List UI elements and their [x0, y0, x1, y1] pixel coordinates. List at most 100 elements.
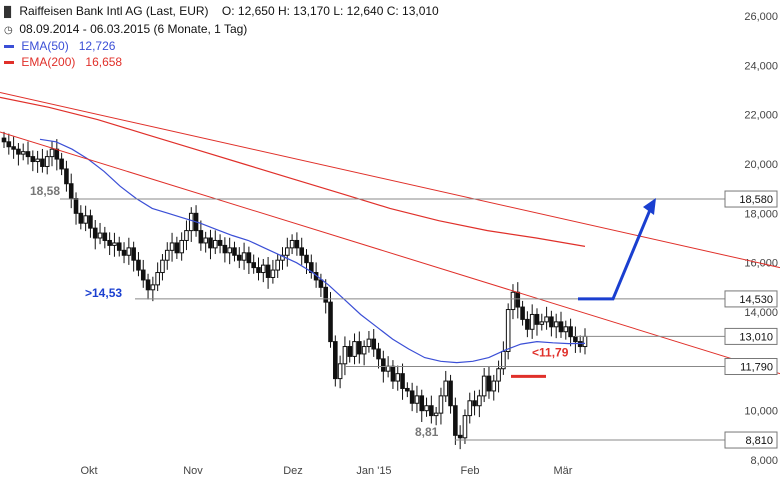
- candle-body: [227, 247, 232, 254]
- candle-body: [366, 338, 372, 348]
- candle-body: [260, 264, 266, 274]
- candle-body: [140, 269, 146, 281]
- level-box: [724, 327, 778, 345]
- candle-body: [357, 341, 362, 355]
- candle-body: [222, 244, 228, 254]
- level-box: [724, 431, 778, 449]
- candle-body: [409, 390, 415, 404]
- y-tick-label: 26,000: [744, 11, 778, 23]
- candle-body: [83, 215, 88, 224]
- date-range-row: ◷ 08.09.2014 - 06.03.2015 (6 Monate, 1 T…: [4, 22, 247, 36]
- candle-body: [323, 286, 329, 303]
- candle-body: [179, 239, 184, 254]
- level-annotation: 8,81: [415, 425, 439, 439]
- candle-body: [371, 338, 377, 350]
- candle-body: [1, 137, 7, 143]
- candle-body: [102, 232, 108, 241]
- candle-body: [457, 434, 463, 439]
- candle-body: [318, 279, 324, 288]
- candle-body: [352, 341, 357, 357]
- candle-body: [525, 318, 530, 330]
- candle-body: [400, 373, 405, 389]
- candle-body: [136, 259, 141, 271]
- trendline-lower: [0, 131, 780, 375]
- candle-body: [558, 321, 564, 333]
- candle-body: [92, 227, 98, 239]
- chart-title: Raiffeisen Bank Intl AG (Last, EUR): [19, 4, 209, 18]
- candle-body: [64, 168, 69, 185]
- ema200-legend: EMA(200) 16,658: [4, 55, 122, 69]
- x-tick-label: Mär: [554, 465, 573, 477]
- candle-body: [184, 230, 189, 241]
- level-box: [724, 190, 778, 208]
- level-box: [724, 358, 778, 376]
- candle-body: [164, 249, 170, 261]
- candle-body: [347, 346, 353, 357]
- chart-title-row: █ Raiffeisen Bank Intl AG (Last, EUR) O:…: [4, 4, 439, 18]
- candle-body: [361, 346, 367, 355]
- level-annotation: <11,79: [532, 346, 569, 360]
- ema50-value: 12,726: [78, 39, 116, 53]
- level-box-label: 11,790: [740, 362, 773, 374]
- candle-body: [256, 267, 261, 274]
- candle-body: [78, 212, 84, 224]
- candle-body: [520, 306, 525, 320]
- candle-body: [11, 146, 16, 150]
- candle-body: [188, 212, 194, 232]
- candle-body: [481, 375, 487, 397]
- candle-body: [284, 247, 290, 256]
- y-tick-label: 14,000: [744, 307, 778, 319]
- candle-body: [44, 156, 50, 167]
- chart-icon: █: [4, 7, 12, 18]
- candle-body: [112, 242, 117, 246]
- candle-body: [342, 346, 348, 365]
- candle-body: [477, 395, 482, 407]
- x-tick-label: Nov: [183, 465, 203, 477]
- y-tick-label: 20,000: [744, 159, 778, 171]
- ema200-value: 16,658: [85, 55, 123, 69]
- candle-body: [275, 259, 280, 271]
- candle-body: [116, 242, 122, 251]
- candle-body: [529, 313, 535, 330]
- candle-body: [496, 368, 501, 382]
- candle-body: [328, 301, 333, 343]
- candle-body: [433, 412, 439, 417]
- candle-body: [549, 316, 554, 328]
- candle-body: [145, 279, 151, 291]
- candle-body: [251, 262, 256, 269]
- candle-body: [68, 183, 74, 200]
- level-box: [724, 290, 778, 308]
- candle-body: [405, 387, 410, 392]
- candle-body: [265, 264, 271, 278]
- candle-body: [424, 405, 429, 412]
- level-box-label: 13,010: [739, 331, 773, 343]
- candle-body: [568, 326, 573, 338]
- ema50-label: EMA(50): [21, 39, 69, 53]
- candle-body: [155, 272, 160, 286]
- candle-body: [515, 291, 521, 308]
- candle-body: [443, 380, 449, 397]
- candle-body: [246, 252, 252, 264]
- y-tick-label: 8,000: [750, 455, 778, 467]
- level-annotation: >14,53: [85, 286, 122, 300]
- x-tick-label: Okt: [80, 465, 97, 477]
- clock-icon: ◷: [4, 25, 13, 36]
- candle-body: [505, 309, 511, 352]
- candle-body: [217, 239, 223, 246]
- candle-body: [462, 415, 468, 439]
- candle-body: [16, 148, 21, 155]
- candle-body: [453, 405, 458, 436]
- candle-body: [438, 395, 444, 414]
- candle-body: [73, 198, 79, 214]
- y-tick-label: 22,000: [744, 110, 778, 122]
- candle-body: [419, 395, 425, 412]
- candle-body: [107, 239, 112, 246]
- candle-body: [337, 363, 343, 380]
- candle-body: [486, 375, 492, 392]
- level-annotation: 18,58: [30, 184, 60, 198]
- candle-body: [304, 254, 309, 264]
- candle-body: [131, 247, 136, 261]
- candle-body: [54, 148, 60, 160]
- candle-body: [121, 249, 127, 256]
- candle-body: [395, 373, 401, 382]
